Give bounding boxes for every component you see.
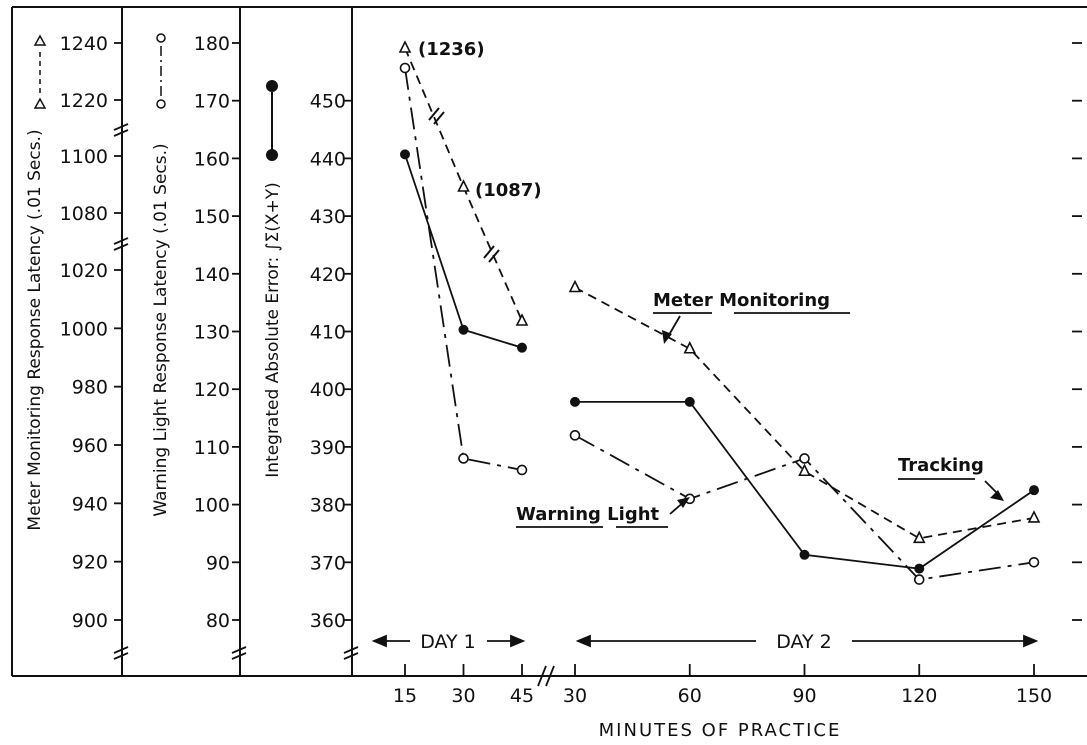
y-tick-label-warning: 150: [194, 206, 230, 228]
y-tick-label-meter: 960: [72, 435, 108, 457]
y-tick-label-warning: 170: [194, 91, 230, 113]
meter-line-break-mark: [428, 107, 440, 121]
meter-monitoring-point: [683, 340, 697, 354]
warning-light-point: [458, 453, 469, 464]
y-tick-label-meter: 980: [72, 377, 108, 399]
meter-line-break-mark: [488, 249, 500, 263]
x-tick-label: 30: [451, 685, 475, 707]
tracking-point: [684, 396, 695, 407]
warning-light-point: [799, 453, 810, 464]
x-tick-label: 150: [1016, 685, 1052, 707]
tracking-point: [1029, 485, 1039, 496]
series-layer: [398, 40, 1041, 585]
annotation-1087: (1087): [475, 180, 542, 201]
warning-light-point: [516, 464, 528, 476]
y-tick-label-meter: 1080: [60, 203, 108, 225]
meter-monitoring-point: [1027, 510, 1041, 523]
y-tick-label-tracking: 400: [310, 379, 346, 401]
y-tick-label-warning: 120: [194, 379, 230, 401]
day1-range: [371, 634, 526, 648]
y-tick-label-warning: 140: [194, 264, 230, 286]
meter-legend-glyph: [33, 34, 47, 109]
tracking-point: [517, 342, 527, 353]
warning-legend-glyph: [156, 33, 166, 109]
y-tick-label-warning: 90: [206, 552, 230, 574]
meter-monitoring-point: [568, 279, 582, 293]
tracking-axis-title: Integrated Absolute Error: ∫Σ(X+Y): [263, 182, 283, 478]
y-tick-label-tracking: 370: [310, 552, 346, 574]
x-tick-label: 60: [678, 685, 702, 707]
warning-light-label-group: Warning Light: [516, 497, 690, 528]
warning-light-line-day1: [404, 67, 523, 471]
tracking-point: [914, 563, 925, 574]
y-tick-label-tracking: 410: [310, 322, 346, 344]
tracking-label-group: Tracking: [898, 455, 1004, 501]
warning-light-point: [1028, 556, 1040, 568]
warning-light-point: [569, 430, 581, 441]
meter-monitoring-point: [515, 313, 529, 326]
meter-monitoring-point: [798, 463, 811, 477]
y-tick-label-meter: 940: [72, 493, 108, 515]
y-tick-label-meter: 1020: [60, 260, 108, 282]
day1-label: DAY 1: [420, 631, 476, 653]
y-tick-label-warning: 160: [194, 148, 230, 170]
y-tick-label-warning: 180: [194, 33, 230, 55]
y-tick-label-meter: 1240: [60, 33, 108, 55]
day2-range: [575, 634, 1039, 648]
x-tick-label: 15: [393, 685, 417, 707]
tracking-point: [400, 149, 410, 160]
y-tick-label-meter: 1220: [60, 90, 108, 112]
x-tick-label: 90: [792, 685, 816, 707]
y-tick-label-tracking: 430: [310, 206, 346, 228]
meter-monitoring-point: [457, 179, 470, 192]
day2-label: DAY 2: [776, 631, 832, 653]
tracking-legend-glyph: [266, 80, 278, 161]
y-tick-label-tracking: 440: [310, 148, 346, 170]
x-tick-label: 30: [563, 685, 587, 707]
y-tick-label-warning: 110: [194, 437, 230, 459]
annotation-1236: (1236): [418, 39, 485, 60]
meter-monitoring-point: [398, 40, 412, 53]
tracking-point: [458, 324, 469, 335]
meter-line-break-mark: [483, 245, 495, 259]
x-axis-title: MINUTES OF PRACTICE: [599, 720, 842, 741]
warning-light-point: [913, 574, 925, 585]
meter-axis-title: Meter Monitoring Response Latency (.01 S…: [25, 129, 45, 530]
y-tick-label-warning: 130: [194, 322, 230, 344]
y-tick-label-tracking: 360: [310, 610, 346, 632]
x-tick-label: 45: [510, 685, 534, 707]
tracking-point: [799, 549, 810, 560]
tracking-line-day2: [575, 400, 1035, 570]
meter-monitoring-label-group: Meter Monitoring: [653, 290, 850, 344]
y-tick-label-tracking: 420: [310, 264, 346, 286]
y-tick-label-meter: 1000: [60, 318, 108, 340]
warning-light-label: Warning Light: [516, 504, 660, 525]
meter-monitoring-label: Meter Monitoring: [653, 290, 830, 311]
y-tick-label-warning: 100: [194, 495, 230, 517]
tracking-point: [570, 396, 580, 407]
axis-breaks: [113, 123, 555, 687]
y-tick-label-meter: 900: [72, 610, 108, 632]
y-tick-label-tracking: 390: [310, 437, 346, 459]
y-tick-label-meter: 920: [72, 552, 108, 574]
y-tick-label-tracking: 450: [310, 91, 346, 113]
tick-layer: 900 920 940 960 980 1000 1020 1080 1100 1220 1240 8…: [60, 33, 1082, 632]
y-tick-label-meter: 1100: [60, 146, 108, 168]
meter-monitoring-line-day2: [574, 286, 1035, 540]
x-tick-layer: 15 30 45 30 60 90 120 150: [393, 664, 1052, 707]
y-tick-label-warning: 80: [206, 610, 230, 632]
warning-axis-title: Warning Light Response Latency (.01 Secs…: [151, 143, 171, 516]
y-tick-label-tracking: 380: [310, 495, 346, 517]
meter-line-break-mark: [433, 111, 445, 125]
x-tick-label: 120: [901, 685, 937, 707]
tracking-label: Tracking: [898, 455, 984, 476]
warning-light-point: [399, 62, 411, 74]
meter-monitoring-point: [912, 530, 926, 544]
